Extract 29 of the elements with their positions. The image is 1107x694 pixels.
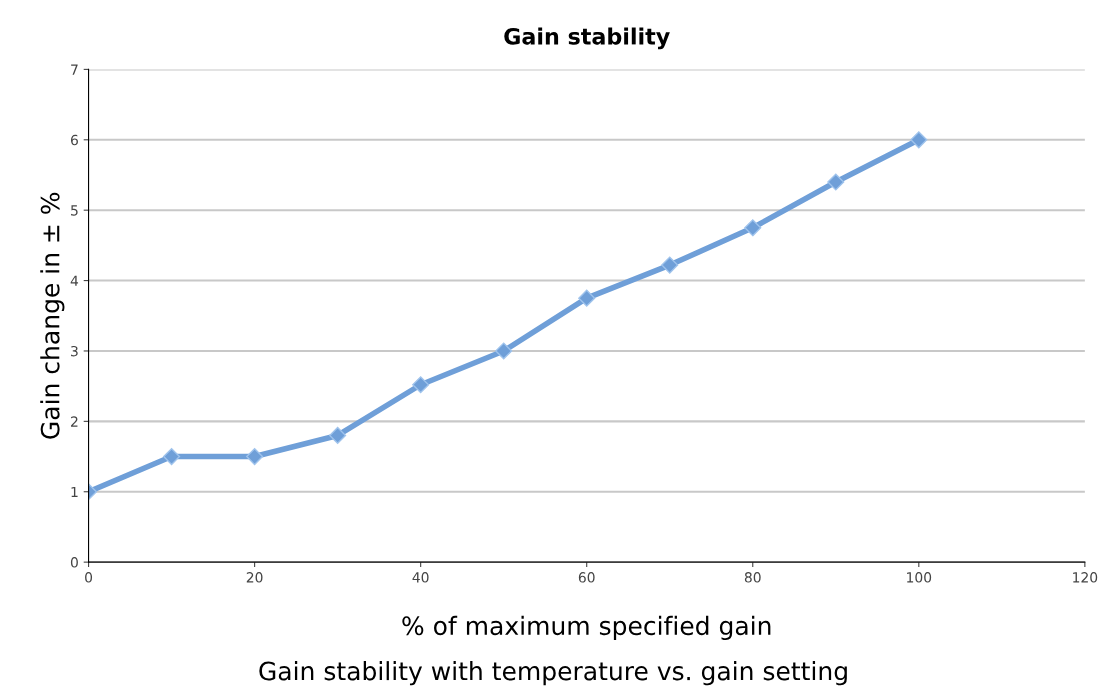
point — [578, 289, 596, 307]
point — [412, 376, 430, 394]
point — [910, 131, 928, 149]
y-tick-label: 2 — [71, 416, 78, 427]
chart-title: Gain stability — [504, 27, 670, 50]
y-tick-label: 0 — [70, 557, 78, 568]
point — [246, 448, 264, 466]
point — [744, 219, 762, 237]
x-axis-title: % of maximum specified gain — [402, 615, 771, 641]
y-tick-label: 1 — [71, 486, 78, 498]
point — [661, 256, 679, 274]
x-tick-label: 80 — [744, 572, 761, 583]
x-tick-label: 0 — [85, 572, 93, 583]
x-tick-label: 40 — [412, 572, 429, 583]
x-tick-label: 120 — [1073, 572, 1098, 583]
y-tick-label: 5 — [71, 205, 78, 216]
point — [329, 426, 347, 444]
y-axis-title: Gain change in ± % — [40, 192, 65, 439]
text: Gain stability with temperature vs. gain setting — [259, 661, 847, 686]
point — [827, 173, 845, 191]
y-tick-label: 6 — [70, 134, 78, 146]
point — [163, 448, 181, 466]
y-tick-label: 7 — [71, 64, 78, 75]
y-tick-label: 3 — [71, 345, 78, 357]
y-tick-label: 4 — [70, 275, 79, 286]
point — [495, 342, 513, 360]
x-tick-label: 20 — [246, 572, 263, 583]
x-tick-label: 100 — [907, 572, 932, 583]
x-tick-label: 60 — [578, 572, 595, 583]
